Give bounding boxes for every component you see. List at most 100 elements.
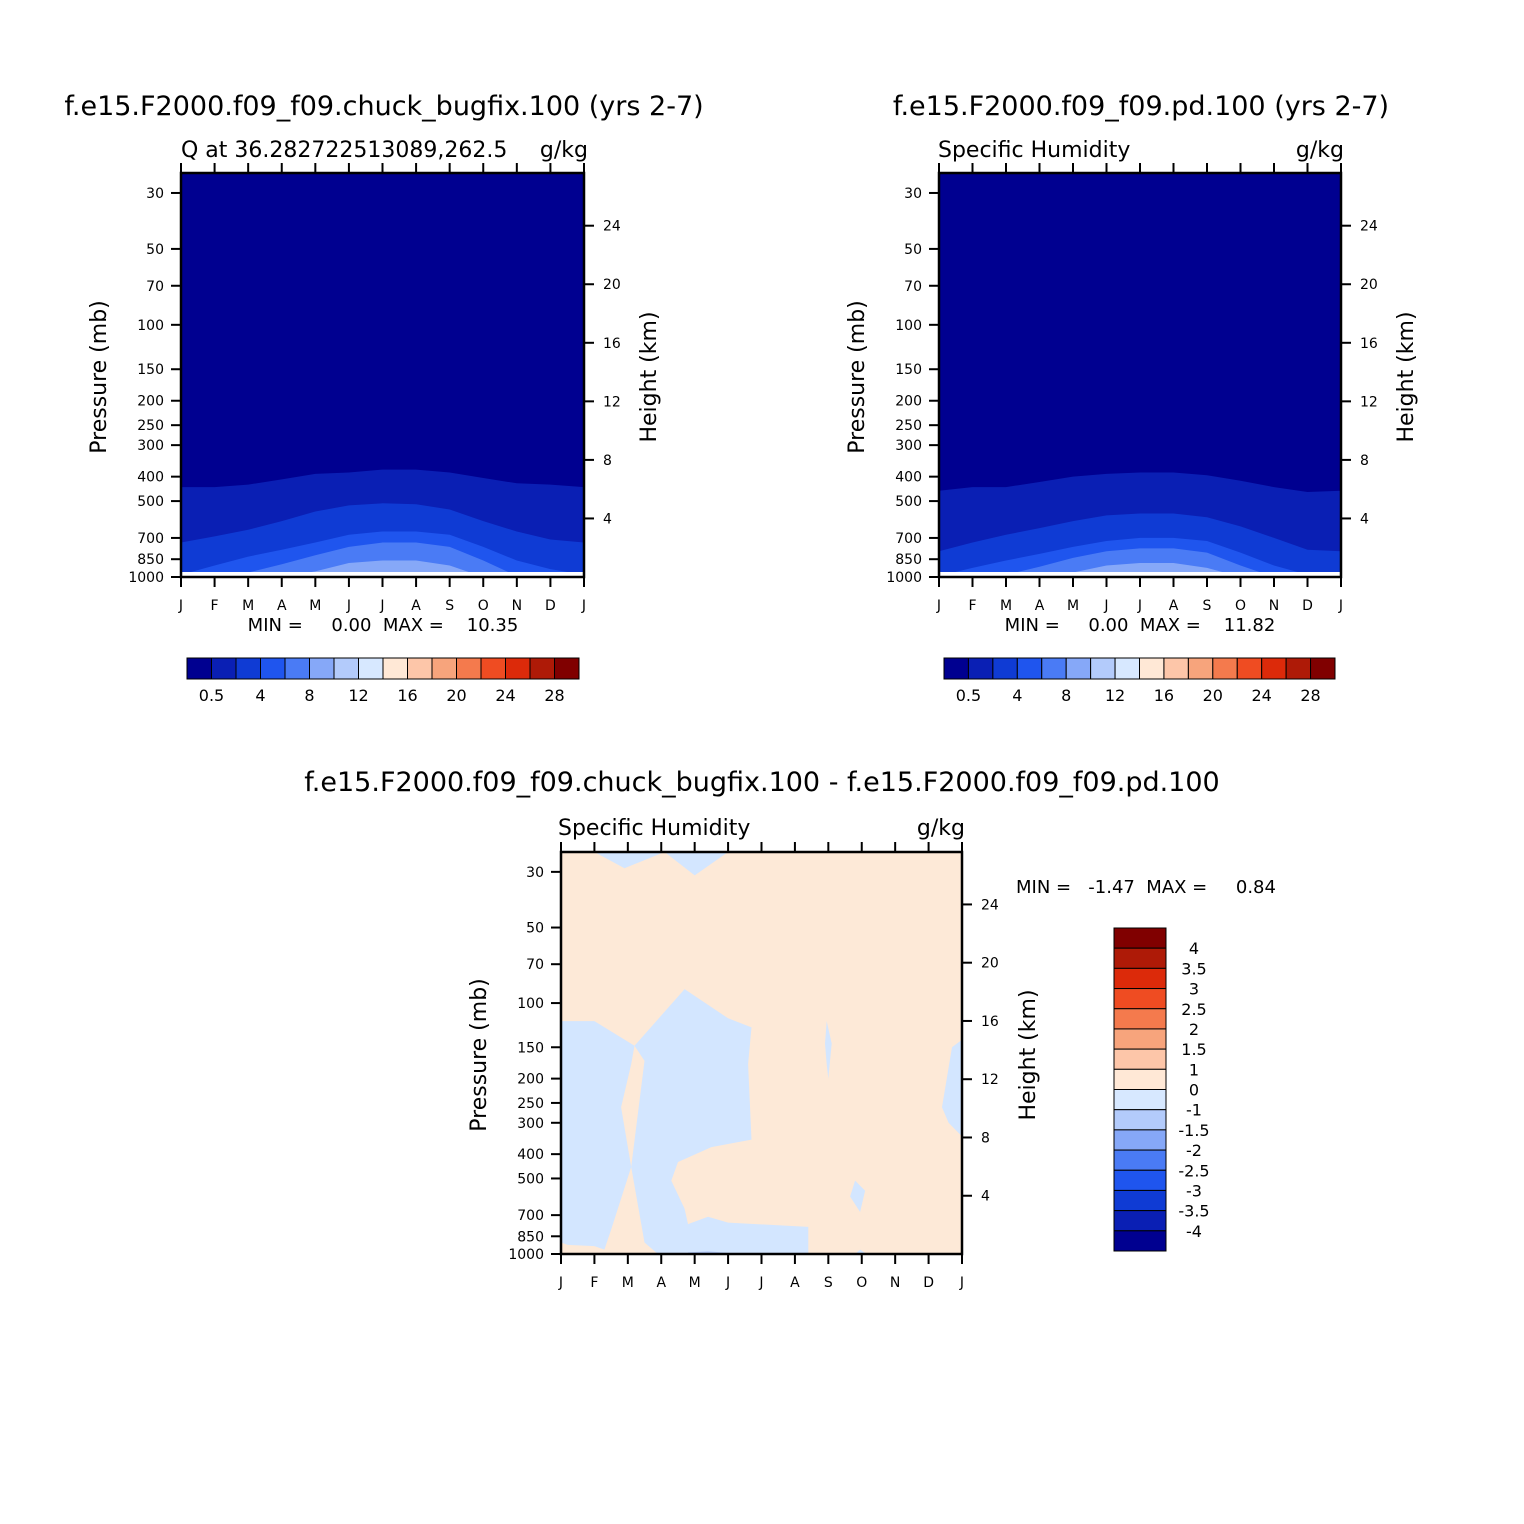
y-tick-label: 200 bbox=[895, 394, 922, 410]
panel-pd: f.e15.F2000.f09_f09.pd.100 (yrs 2-7) Spe… bbox=[845, 91, 1419, 705]
colorbar: 0.5 4 8 12 16 20 24 28 bbox=[943, 657, 1336, 705]
height-tick-label: 8 bbox=[1360, 453, 1369, 469]
height-tick-label: 24 bbox=[603, 219, 621, 235]
x-tick-label: J bbox=[959, 1275, 964, 1291]
y-tick-label: 700 bbox=[517, 1208, 544, 1224]
y-tick-label: 500 bbox=[895, 494, 922, 510]
colorbar-label: 0.5 bbox=[199, 686, 224, 705]
colorbar-box bbox=[1113, 988, 1167, 1010]
y-tick-label: 100 bbox=[895, 318, 922, 334]
height-tick-label: 24 bbox=[981, 897, 999, 913]
colorbar-box bbox=[1163, 657, 1189, 680]
panel-subtitle-left: Specific Humidity bbox=[558, 816, 750, 841]
colorbar-box bbox=[1113, 1048, 1167, 1070]
colorbar-label: 3 bbox=[1189, 980, 1199, 999]
height-tick-label: 12 bbox=[981, 1072, 999, 1088]
colorbar-label: 2.5 bbox=[1181, 1000, 1206, 1019]
x-tick-label: N bbox=[890, 1275, 900, 1291]
x-tick-label: J bbox=[379, 598, 384, 614]
panel-subtitle-right: g/kg bbox=[1296, 138, 1344, 163]
colorbar-box bbox=[309, 657, 335, 680]
colorbar-box bbox=[407, 657, 433, 680]
colorbar-label: 0.5 bbox=[956, 686, 981, 705]
y-tick-label: 850 bbox=[895, 552, 922, 568]
x-tick-label: J bbox=[346, 598, 351, 614]
colorbar-label: 28 bbox=[544, 686, 564, 705]
y-tick-label: 300 bbox=[517, 1116, 544, 1132]
colorbar-box bbox=[1113, 1149, 1167, 1171]
height-tick-label: 16 bbox=[603, 336, 621, 352]
colorbar-label: 24 bbox=[495, 686, 515, 705]
min-max-stats: MIN = -1.47 MAX = 0.84 bbox=[1016, 877, 1276, 898]
min-max-stats: MIN = 0.00 MAX = 11.82 bbox=[1005, 615, 1276, 636]
contour-band-6 bbox=[181, 542, 584, 577]
axis-ticks: J F M A M J J A S O N D J 30 50 70 100 150 200 250 300 400 500… bbox=[508, 842, 999, 1291]
x-tick-label: J bbox=[725, 1275, 730, 1291]
y-tick-label: 30 bbox=[146, 186, 164, 202]
y-axis-right-label: Height (km) bbox=[637, 311, 662, 442]
diff-band-negative bbox=[631, 989, 809, 1254]
colorbar-box bbox=[1113, 967, 1167, 990]
colorbar-box bbox=[211, 657, 237, 680]
x-tick-label: A bbox=[790, 1275, 800, 1291]
colorbar-box bbox=[260, 657, 286, 680]
height-tick-label: 16 bbox=[1360, 336, 1378, 352]
colorbar-label: 12 bbox=[1105, 686, 1125, 705]
panel-subtitle-right: g/kg bbox=[540, 138, 588, 163]
y-tick-label: 850 bbox=[137, 552, 164, 568]
x-tick-label: F bbox=[590, 1275, 598, 1291]
y-tick-label: 700 bbox=[895, 531, 922, 547]
colorbar-box bbox=[992, 657, 1018, 680]
axis-ticks: J F M A M J J A S O N D J 30 50 70 100 150 200 250 300 400 500… bbox=[128, 163, 621, 614]
height-tick-label: 16 bbox=[981, 1014, 999, 1030]
y-tick-label: 150 bbox=[895, 362, 922, 378]
x-tick-label: D bbox=[545, 598, 556, 614]
colorbar-label: 4 bbox=[255, 686, 265, 705]
colorbar-box bbox=[186, 657, 212, 680]
colorbar-label: -1.5 bbox=[1178, 1121, 1209, 1140]
contour-band-8 bbox=[181, 560, 584, 577]
colorbar-box bbox=[1285, 657, 1312, 680]
y-tick-label: 250 bbox=[895, 418, 922, 434]
colorbar-box bbox=[1113, 1129, 1167, 1151]
x-tick-label: J bbox=[1338, 598, 1343, 614]
colorbar-box bbox=[284, 657, 310, 680]
x-tick-label: J bbox=[1103, 598, 1108, 614]
y-tick-label: 400 bbox=[517, 1147, 544, 1163]
x-tick-label: F bbox=[211, 598, 219, 614]
axis-ticks: J F M A M J J A S O N D J 30 50 70 100 150 200 250 300 400 500… bbox=[886, 163, 1378, 614]
height-tick-label: 20 bbox=[981, 956, 999, 972]
colorbar-label: 12 bbox=[348, 686, 368, 705]
y-tick-label: 400 bbox=[895, 470, 922, 486]
colorbar: 0.5 4 8 12 16 20 24 28 bbox=[186, 657, 580, 705]
y-axis-label: Pressure (mb) bbox=[467, 978, 492, 1132]
colorbar-label: 28 bbox=[1300, 686, 1320, 705]
x-tick-label: M bbox=[242, 598, 254, 614]
x-tick-label: N bbox=[512, 598, 522, 614]
diff-band-negative bbox=[825, 1021, 832, 1079]
colorbar-box bbox=[943, 657, 969, 680]
panel-difference: f.e15.F2000.f09_f09.chuck_bugfix.100 - f… bbox=[304, 767, 1276, 1291]
colorbar-label: 16 bbox=[397, 686, 417, 705]
colorbar-label: 1.5 bbox=[1181, 1040, 1206, 1059]
colorbar-label: 24 bbox=[1252, 686, 1272, 705]
colorbar-box bbox=[1065, 657, 1092, 680]
colorbar-box bbox=[505, 657, 531, 680]
y-tick-label: 200 bbox=[517, 1072, 544, 1088]
colorbar-box bbox=[1113, 1109, 1167, 1131]
y-tick-label: 70 bbox=[904, 279, 922, 295]
y-tick-label: 1000 bbox=[128, 570, 164, 586]
x-tick-label: N bbox=[1269, 598, 1279, 614]
colorbar-box bbox=[529, 657, 555, 680]
y-tick-label: 30 bbox=[904, 186, 922, 202]
y-tick-label: 1000 bbox=[508, 1247, 544, 1263]
x-tick-label: D bbox=[923, 1275, 934, 1291]
colorbar-box bbox=[431, 657, 457, 680]
colorbar-box bbox=[1113, 1028, 1167, 1050]
x-tick-label: J bbox=[936, 598, 941, 614]
surface-mask bbox=[939, 572, 1341, 577]
y-tick-label: 150 bbox=[137, 362, 164, 378]
y-axis-label: Pressure (mb) bbox=[87, 300, 112, 454]
height-tick-label: 4 bbox=[603, 511, 612, 527]
